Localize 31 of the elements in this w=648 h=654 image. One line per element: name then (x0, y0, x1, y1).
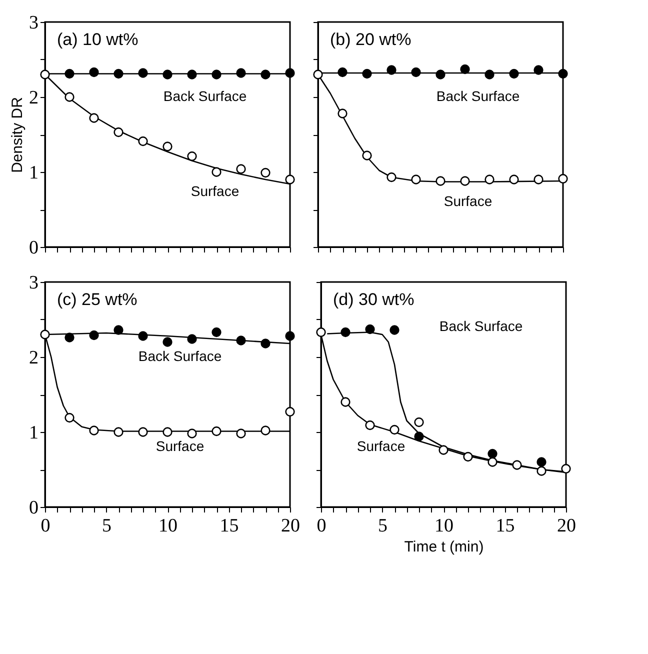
annotation: Back Surface (439, 318, 523, 334)
y-tick-label: 0 (29, 498, 38, 518)
y-tick-label: 2 (29, 88, 38, 108)
x-tick-label: 5 (378, 516, 388, 536)
x-tick-label: 20 (281, 516, 300, 536)
x-tick-label: 5 (102, 516, 112, 536)
x-tick-label: 20 (557, 516, 576, 536)
y-tick-label: 1 (29, 422, 38, 444)
y-tick-label: 3 (29, 272, 38, 294)
y-tick-label: 1 (29, 162, 38, 184)
y-tick-label: 0 (29, 238, 38, 258)
y-axis-title: Density DR (9, 96, 26, 173)
chart-title: (c) 25 wt% (57, 290, 138, 309)
annotation: Back Surface (138, 348, 222, 364)
x-tick-label: 15 (496, 516, 515, 536)
x-tick-label: 0 (316, 516, 326, 536)
annotation: Back Surface (436, 88, 520, 104)
annotation: Back Surface (163, 88, 247, 104)
annotation: Surface (190, 183, 240, 199)
x-tick-label: 10 (434, 516, 454, 536)
x-axis-title: Time t (min) (404, 538, 484, 556)
chart-title: (d) 30 wt% (333, 290, 414, 309)
text: (a) 10 wt% (57, 30, 138, 49)
annotation: Surface (156, 438, 204, 454)
x-tick-label: 10 (158, 516, 178, 536)
annotation: Surface (356, 438, 406, 454)
annotation: Surface (444, 193, 492, 209)
x-tick-label: 15 (220, 516, 239, 536)
y-tick-label: 3 (29, 12, 38, 34)
text: (b) 20 wt% (330, 30, 412, 49)
y-tick-label: 2 (29, 348, 38, 368)
